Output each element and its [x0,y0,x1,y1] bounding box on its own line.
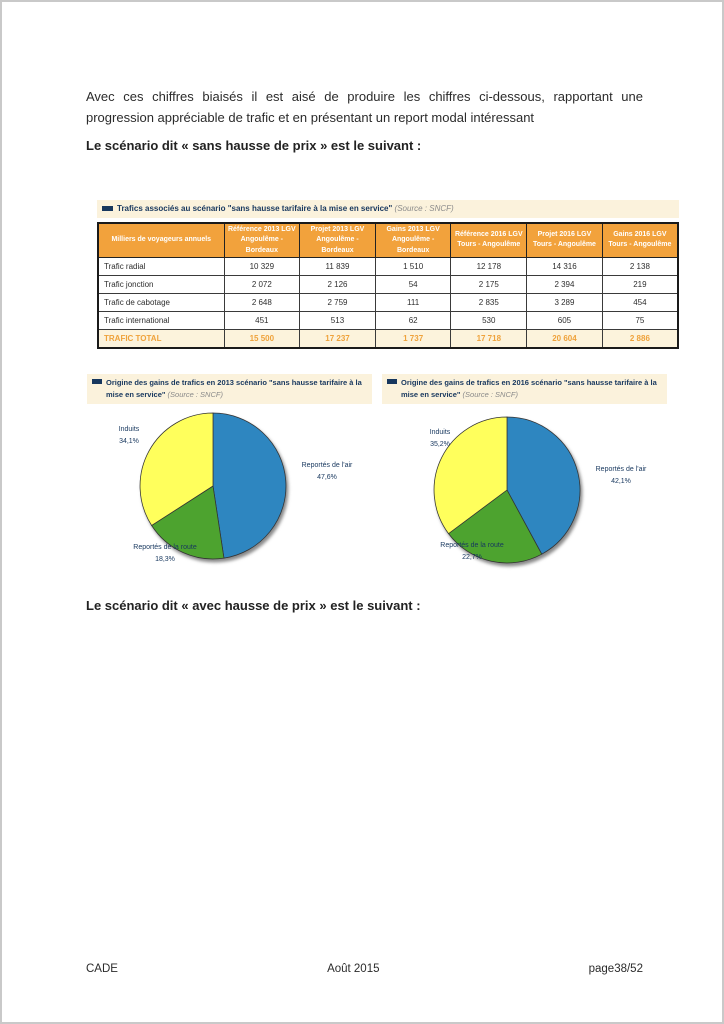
pie-2013-title-bar: Origine des gains de trafics en 2013 scé… [87,374,372,405]
table-title-bar: Trafics associés au scénario "sans hauss… [97,200,679,218]
row-label: TRAFIC TOTAL [97,329,225,349]
row-label: Trafic jonction [97,275,225,295]
cell-value: 219 [601,275,679,295]
heading-scenario-sans-hausse: Le scénario dit « sans hausse de prix » … [86,138,422,153]
pie-2016-title-text: Origine des gains de trafics en 2016 scé… [401,377,662,400]
square-bullet-icon [92,379,102,384]
cell-value: 1 510 [374,257,452,277]
footer-date: Août 2015 [327,963,380,975]
cell-value: 20 604 [526,329,603,349]
pie-slice [447,489,543,564]
cell-value: 451 [223,311,301,331]
table-row: Trafic international 451 513 62 530 605 75 [97,311,679,331]
intro-paragraph: Avec ces chiffres biaisés il est aisé de… [86,89,643,125]
pie-2013-label-air: Reportés de l'air 47,6% [301,462,353,481]
cell-value: 2 759 [299,293,376,313]
cell-value: 530 [450,311,528,331]
cell-value: 17 718 [450,329,528,349]
cell-value: 17 237 [299,329,376,349]
column-header: Gains 2013 LGV Angoulême - Bordeaux [374,222,452,259]
cell-value: 2 138 [601,257,679,277]
cell-value: 14 316 [526,257,603,277]
cell-value: 1 737 [374,329,452,349]
column-header: Référence 2013 LGV Angoulême - Bordeaux [223,222,301,259]
cell-value: 111 [374,293,452,313]
pie-2016-label-induits: Induits 35,2% [429,429,451,448]
table-body: Trafic radial 10 329 11 839 1 510 12 178 14 3… [97,257,679,349]
traffic-table-section: Trafics associés au scénario "sans hauss… [97,200,679,349]
row-label: Trafic international [97,311,225,331]
pie-chart-2016-block: Origine des gains de trafics en 2016 scé… [382,374,667,589]
pie-2016-label-route: Reportés de la route 22,7% [440,542,504,561]
pie-2016-label-air: Reportés de l'air 42,1% [595,466,647,485]
table-header-row: Milliers de voyageurs annuels Référence 2… [97,222,679,259]
pie-2013-label-induits: Induits 34,1% [118,426,140,445]
column-header: Projet 2016 LGV Tours - Angoulême [526,222,603,259]
cell-value: 454 [601,293,679,313]
pie-2013-source: (Source : SNCF) [167,389,223,399]
table-title: Trafics associés au scénario "sans hauss… [117,204,393,213]
cell-value: 62 [374,311,452,331]
row-label: Trafic radial [97,257,225,277]
cell-value: 513 [299,311,376,331]
pie-chart-2013 [139,412,287,560]
pie-2016-title-bar: Origine des gains de trafics en 2016 scé… [382,374,667,405]
column-header: Gains 2016 LGV Tours - Angoulême [601,222,679,259]
cell-value: 75 [601,311,679,331]
pie-2013-title-text: Origine des gains de trafics en 2013 scé… [106,377,367,400]
cell-value: 2 394 [526,275,603,295]
square-bullet-icon [102,206,113,211]
table-title-text: Trafics associés au scénario "sans hauss… [117,203,454,215]
cell-value: 12 178 [450,257,528,277]
table-head: Milliers de voyageurs annuels Référence 2… [97,222,679,259]
cell-value: 605 [526,311,603,331]
cell-value: 54 [374,275,452,295]
cell-value: 10 329 [223,257,301,277]
cell-value: 2 886 [601,329,679,349]
cell-value: 2 175 [450,275,528,295]
traffic-table: Milliers de voyageurs annuels Référence 2… [97,221,679,349]
table-source: (Source : SNCF) [394,204,454,213]
heading-scenario-avec-hausse: Le scénario dit « avec hausse de prix » … [86,598,421,613]
pie-2013-label-route: Reportés de la route 18,3% [133,544,197,563]
pie-slice [506,416,581,555]
table-row: Trafic radial 10 329 11 839 1 510 12 178 14 3… [97,257,679,277]
pie-2013-title: Origine des gains de trafics en 2013 scé… [106,378,362,399]
pie-slice [433,416,508,535]
table-row: Trafic de cabotage 2 648 2 759 111 2 835 3 28… [97,293,679,313]
pie-slice [212,412,287,559]
pie-2016-title: Origine des gains de trafics en 2016 scé… [401,378,657,399]
cell-value: 11 839 [299,257,376,277]
pie-slice [139,412,214,527]
row-label: Trafic de cabotage [97,293,225,313]
footer-author: CADE [86,963,118,975]
column-header: Projet 2013 LGV Angoulême - Bordeaux [299,222,376,259]
pie-slice [151,485,225,560]
cell-value: 2 835 [450,293,528,313]
cell-value: 15 500 [223,329,301,349]
table-total-row: TRAFIC TOTAL 15 500 17 237 1 737 17 718 20 60… [97,329,679,349]
column-header: Milliers de voyageurs annuels [97,222,225,259]
column-header: Référence 2016 LGV Tours - Angoulême [450,222,528,259]
cell-value: 2 648 [223,293,301,313]
cell-value: 3 289 [526,293,603,313]
pie-chart-2013-block: Origine des gains de trafics en 2013 scé… [87,374,372,589]
cell-value: 2 126 [299,275,376,295]
table-row: Trafic jonction 2 072 2 126 54 2 175 2 394 219 [97,275,679,295]
pie-chart-2016 [433,416,581,564]
cell-value: 2 072 [223,275,301,295]
page-footer: CADE Août 2015 page38/52 [86,963,643,975]
footer-page-number: page38/52 [588,963,643,975]
square-bullet-icon [387,379,397,384]
pie-2016-source: (Source : SNCF) [462,389,518,399]
